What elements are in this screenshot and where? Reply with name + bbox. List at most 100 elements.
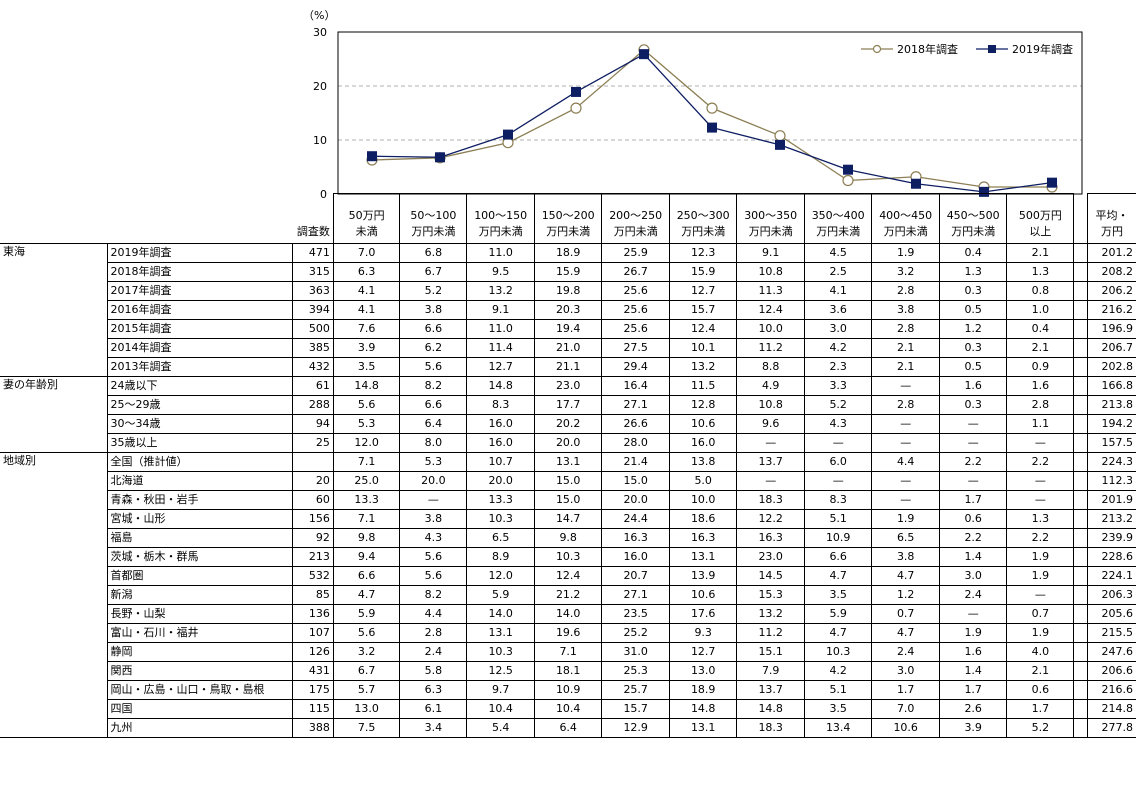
percent-cell: 18.3 [736,490,805,510]
percent-cell: 2.1 [1006,243,1075,263]
chart-series [366,44,1058,197]
header-line: 平均・ [1095,209,1129,222]
table-row: 九州 388 7.5 3.4 5.4 6.4 12.9 13.1 18.3 13.4 10.6 3.9… [0,718,1136,738]
percent-cell: 2.5 [804,262,873,282]
percent-cell: 2.1 [871,357,940,377]
percent-cell: 6.2 [399,338,468,358]
percent-cell: 16.0 [466,414,535,434]
table-row: 30〜34歳 94 5.3 6.4 16.0 20.2 26.6 10.6 9.6 4.3— —1.… [0,414,1136,434]
percent-cell: 4.1 [804,281,873,301]
percent-cell: 27.1 [601,585,670,605]
header-blank [0,194,107,244]
gap-cell [1073,566,1088,586]
group-cell [0,319,108,339]
average-cell: 214.8 [1086,699,1136,719]
percent-cell: 21.2 [534,585,603,605]
percent-cell: 8.8 [736,357,805,377]
row-label: 関西 [107,661,293,681]
row-label: 全国（推計値） [107,452,293,472]
percent-cell: 10.6 [669,414,738,434]
gap-cell [1073,642,1088,662]
group-cell [0,642,108,662]
percent-cell: 14.8 [333,376,401,396]
header-line: 以上 [1029,225,1052,238]
data-point [639,49,649,60]
percent-cell: 15.0 [601,471,670,491]
percent-cell: 13.1 [669,718,738,738]
gap-cell [1073,433,1088,453]
percent-cell: 1.7 [939,680,1008,700]
percent-cell: 2.4 [939,585,1008,605]
table-row: 宮城・山形 156 7.1 3.8 10.3 14.7 24.4 18.6 12.2 5.1 1.9… [0,509,1136,529]
gap-cell [1073,471,1088,491]
percent-cell: 9.8 [333,528,401,548]
table-row: 東海 2019年調査 471 7.0 6.8 11.0 18.9 25.9 12.3 9.1 4.5… [0,243,1136,263]
percent-cell: 1.6 [939,642,1008,662]
percent-cell: 10.9 [804,528,873,548]
percent-cell: 0.5 [939,357,1008,377]
percent-cell: — [399,490,468,510]
header-income-band: 100〜150 万円未満 [466,193,535,244]
header-gap [1074,194,1088,244]
header-count: 調査数 [292,193,334,244]
percent-cell: 0.4 [939,243,1008,263]
percent-cell: 1.3 [939,262,1008,282]
percent-cell: 12.2 [736,509,805,529]
gap-cell [1073,699,1088,719]
percent-cell: — [1006,585,1075,605]
percent-cell: — [871,433,940,453]
percent-cell: 19.8 [534,281,603,301]
percent-cell: 20.2 [534,414,603,434]
table-row: 長野・山梨 136 5.9 4.4 14.0 14.0 23.5 17.6 13.2 5.9 0.7… [0,604,1136,624]
row-label: 35歳以上 [107,433,293,453]
sample-count: 25 [292,433,334,453]
percent-cell: 12.4 [736,300,805,320]
percent-cell: 4.5 [804,243,873,263]
group-cell [0,490,108,510]
percent-cell: 12.0 [333,433,401,453]
percent-cell: 15.7 [669,300,738,320]
average-cell: 224.3 [1086,452,1136,472]
row-label: 四国 [107,699,293,719]
percent-cell: 14.8 [669,699,738,719]
group-cell [0,718,108,738]
percent-cell: 10.1 [669,338,738,358]
percent-cell: 1.6 [1006,376,1075,396]
percent-cell: 11.0 [466,243,535,263]
percent-cell: 16.3 [601,528,670,548]
percent-cell: 3.8 [871,300,940,320]
percent-cell: 2.2 [1006,528,1075,548]
sample-count: 213 [292,547,334,567]
table-row: 静岡 126 3.2 2.4 10.3 7.1 31.0 12.7 15.1 10.3 2.4 1.6… [0,642,1136,662]
gap-cell [1073,262,1088,282]
row-label: 静岡 [107,642,293,662]
percent-cell: 6.0 [804,452,873,472]
percent-cell: 12.0 [466,566,535,586]
gap-cell [1073,357,1088,377]
percent-cell: 25.6 [601,300,670,320]
percent-cell: 2.6 [939,699,1008,719]
header-line: 50〜100 [410,209,457,222]
average-cell: 277.8 [1086,718,1136,738]
percent-cell: 11.4 [466,338,535,358]
percent-cell: 6.7 [399,262,468,282]
data-point [570,102,582,114]
row-label: 2013年調査 [107,357,293,377]
header-line: 400〜450 [879,209,933,222]
average-cell: 208.2 [1086,262,1136,282]
sample-count: 156 [292,509,334,529]
percent-cell: 8.3 [804,490,873,510]
percent-cell: — [804,433,873,453]
header-income-band: 350〜400 万円未満 [804,193,873,244]
percent-cell: 7.1 [534,642,603,662]
percent-cell: 10.4 [534,699,603,719]
header-income-band: 150〜200 万円未満 [534,193,603,244]
average-cell: 166.8 [1086,376,1136,396]
average-cell: 206.3 [1086,585,1136,605]
percent-cell: 16.4 [601,376,670,396]
percent-cell: 6.6 [333,566,401,586]
percent-cell: 25.6 [601,319,670,339]
row-label: 岡山・広島・山口・鳥取・島根 [107,680,293,700]
percent-cell: 10.7 [466,452,535,472]
percent-cell: 10.6 [871,718,940,738]
